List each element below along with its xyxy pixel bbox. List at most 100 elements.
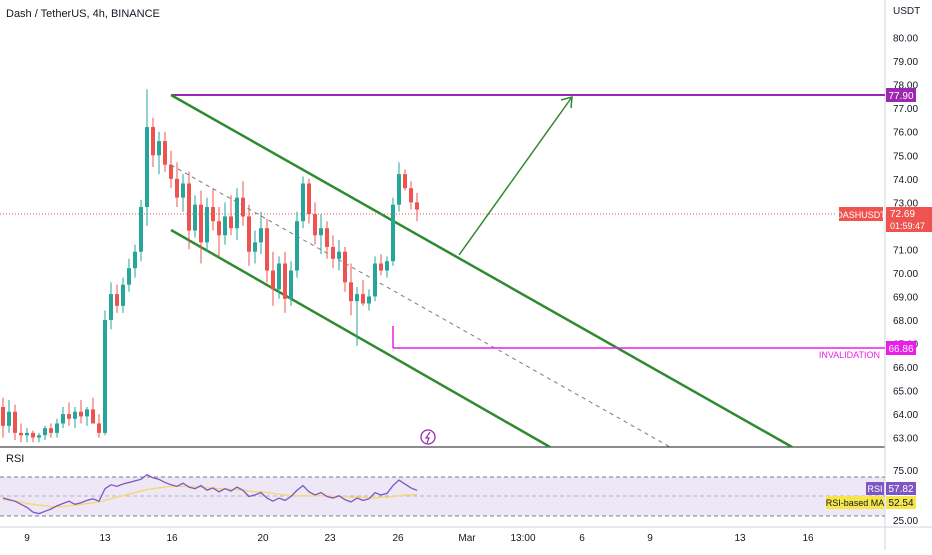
candle-body	[271, 270, 275, 290]
candle	[373, 256, 377, 302]
candle-body	[373, 263, 377, 297]
candle	[7, 399, 11, 433]
candle	[193, 195, 197, 238]
candle-body	[145, 127, 149, 208]
candle	[253, 230, 257, 264]
candle-body	[409, 188, 413, 203]
candle	[109, 282, 113, 330]
rsi-value-label: RSI	[867, 484, 882, 494]
target-arrow-head	[560, 95, 573, 109]
candle	[145, 89, 149, 226]
candle	[403, 169, 407, 191]
candle-body	[79, 411, 83, 417]
candle	[49, 423, 53, 438]
candle	[379, 254, 383, 276]
candle	[133, 244, 137, 278]
candle-body	[1, 407, 5, 426]
symbol-badge-text: DASHUSDT	[836, 210, 886, 220]
candle	[13, 404, 17, 440]
candle-body	[319, 228, 323, 236]
channel-lower-line[interactable]	[170, 228, 551, 449]
symbol-badge	[839, 207, 883, 221]
flash-icon[interactable]	[420, 429, 436, 445]
time-ticks-group: 9 13 16 20 23 26 Mar 13:00 6 9 13 16	[24, 533, 814, 544]
candle-body	[61, 414, 65, 424]
candle	[211, 188, 215, 231]
candle	[349, 263, 353, 316]
candle	[235, 188, 239, 240]
candle	[277, 256, 281, 299]
time-tick-label: 6	[579, 533, 585, 544]
candle-body	[97, 423, 101, 433]
candle	[289, 261, 293, 306]
candle	[139, 199, 143, 262]
candle-body	[109, 294, 113, 320]
rsi-ma-label: RSI-based MA	[826, 498, 885, 508]
candle-body	[199, 204, 203, 243]
candle-body	[247, 216, 251, 252]
candle	[181, 174, 185, 212]
price-tick-label: 68.00	[893, 316, 918, 327]
candle	[79, 399, 83, 424]
candle	[121, 277, 125, 313]
channel-upper-line[interactable]	[170, 93, 793, 449]
candle-body	[193, 204, 197, 231]
candle-body	[121, 284, 125, 306]
candle-body	[163, 141, 167, 165]
last-price-badge	[886, 207, 932, 232]
candle-body	[157, 141, 161, 156]
target-badge-text: 77.90	[888, 91, 913, 102]
rsi-value-label-badge	[866, 482, 884, 495]
candle-body	[217, 221, 221, 236]
candle	[259, 211, 263, 255]
candle-body	[265, 228, 269, 271]
candle-body	[253, 242, 257, 252]
candle	[217, 207, 221, 257]
candle-body	[361, 294, 365, 304]
candle	[1, 397, 5, 438]
target-badge	[886, 88, 916, 102]
candles-group	[1, 89, 419, 443]
candle	[331, 235, 335, 269]
candle	[37, 432, 41, 443]
candle	[199, 190, 203, 264]
rsi-ma-text: 52.54	[888, 498, 913, 509]
price-tick-label: 69.00	[893, 292, 918, 303]
candle	[187, 171, 191, 250]
candle	[313, 202, 317, 245]
target-arrow[interactable]	[458, 96, 573, 256]
rsi-tick-75: 75.00	[893, 466, 918, 477]
candle-body	[277, 263, 281, 290]
price-tick-label: 73.00	[893, 198, 918, 209]
candle	[295, 211, 299, 278]
time-tick-label: 26	[392, 533, 404, 544]
time-tick-label: 13:00	[510, 533, 535, 544]
candle-body	[169, 164, 173, 179]
candle-body	[7, 411, 11, 426]
candle-body	[37, 435, 41, 438]
price-tick-label: 70.00	[893, 269, 918, 280]
time-tick-label: 16	[802, 533, 814, 544]
candle	[367, 289, 371, 311]
candle-body	[349, 282, 353, 302]
candle-body	[391, 204, 395, 262]
time-tick-label: 20	[257, 533, 269, 544]
candle-body	[259, 228, 263, 243]
candle	[115, 284, 119, 313]
candle-body	[343, 251, 347, 283]
candle	[25, 428, 29, 443]
candle-body	[307, 183, 311, 215]
time-tick-label: 9	[647, 533, 653, 544]
candle	[61, 407, 65, 429]
candle-body	[115, 294, 119, 306]
candle	[19, 423, 23, 443]
candle	[337, 239, 341, 271]
candle	[73, 407, 77, 429]
price-tick-label: 80.00	[893, 34, 918, 45]
candle	[103, 310, 107, 436]
price-tick-label: 63.00	[893, 434, 918, 445]
last-price-text: 72.69	[890, 209, 915, 220]
candle	[283, 251, 287, 313]
